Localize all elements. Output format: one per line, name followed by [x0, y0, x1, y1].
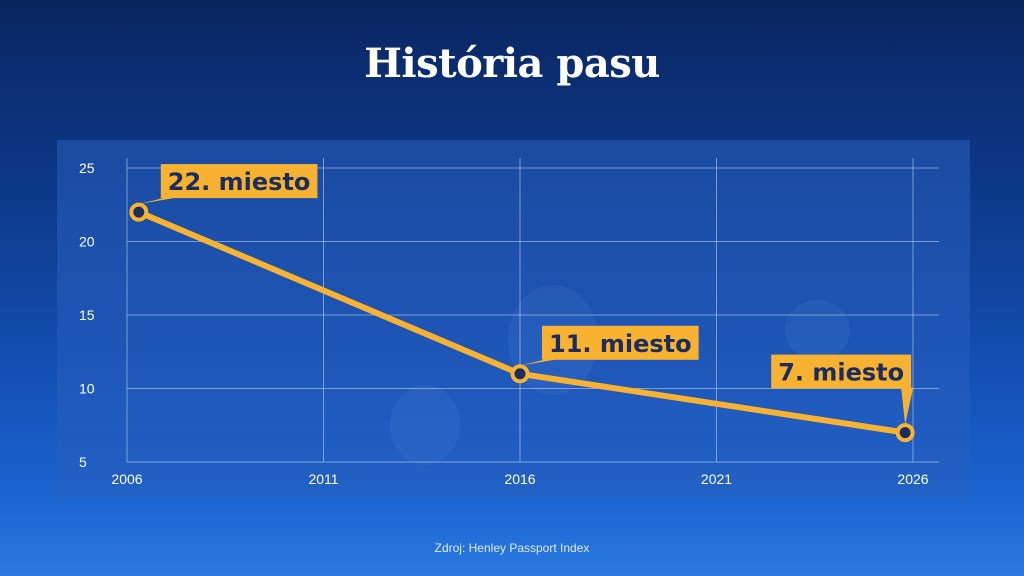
y-tick-label: 10 [79, 381, 95, 397]
data-label: 22. miesto [168, 168, 311, 196]
series-line [135, 209, 909, 436]
y-tick-label: 15 [79, 307, 95, 323]
callout-box [771, 354, 912, 389]
x-tick-label: 2021 [701, 471, 732, 487]
callout-box [160, 164, 318, 199]
data-point [510, 364, 530, 384]
chart-panel: 5 10 15 20 25 2006 2011 2016 2021 2026 22. miesto 1… [57, 140, 970, 498]
callout-pointer [520, 358, 560, 366]
y-tick-label: 5 [79, 454, 87, 470]
callout-pointer [138, 197, 179, 205]
callout-pointer [901, 387, 914, 425]
data-label: 11. miesto [549, 330, 692, 358]
source-note: Zdroj: Henley Passport Index [434, 541, 590, 555]
page-title: História pasu [364, 40, 660, 87]
x-tick-label: 2011 [308, 471, 338, 487]
line-chart: 5 10 15 20 25 2006 2011 2016 2021 2026 22. miesto 1… [79, 158, 939, 487]
x-tick-label: 2016 [504, 471, 535, 487]
data-point [129, 202, 149, 222]
y-tick-label: 25 [79, 160, 95, 176]
x-tick-label: 2026 [897, 471, 928, 487]
y-tick-label: 20 [79, 234, 95, 250]
callout-box [542, 325, 699, 360]
data-label: 7. miesto [778, 359, 904, 387]
x-tick-label: 2006 [111, 471, 142, 487]
data-point [895, 423, 915, 443]
